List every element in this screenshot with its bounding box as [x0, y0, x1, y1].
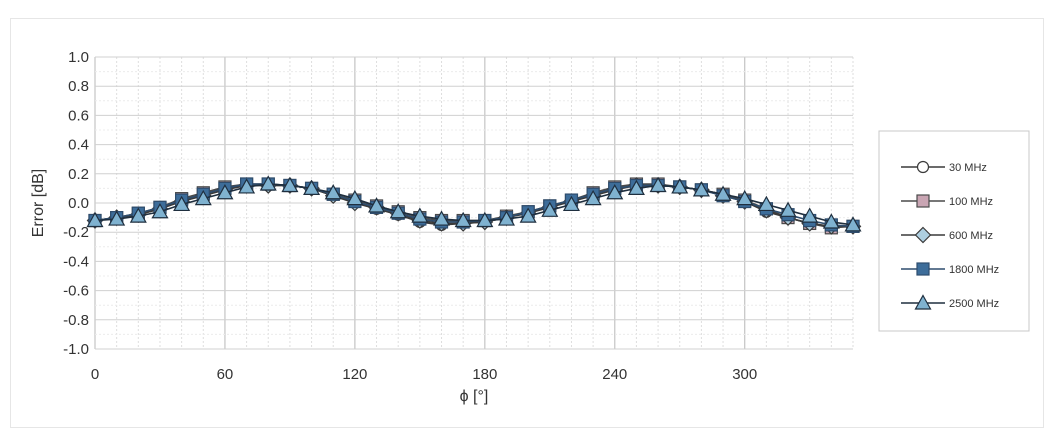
legend-label-100-mhz: 100 MHz [949, 196, 993, 208]
data-point-2500-mhz [736, 189, 754, 206]
y-tick-label: -0.8 [63, 312, 89, 329]
data-point-2500-mhz [259, 175, 277, 191]
series-2500-mhz [86, 175, 862, 232]
data-point-2500-mhz [649, 176, 667, 193]
data-point-2500-mhz [368, 197, 386, 213]
legend-label-2500-mhz: 2500 MHz [949, 298, 999, 310]
legend-label-600-mhz: 600 MHz [949, 230, 993, 242]
data-point-2500-mhz [519, 207, 537, 223]
data-point-2500-mhz [432, 210, 451, 226]
data-point-2500-mhz [346, 189, 364, 206]
data-point-2500-mhz [129, 207, 147, 223]
chart-frame: 1.0 0.8 0.6 0.4 0.2 0.0 -0.2 -0.4 -0.6 -0.8 -1.0 0 6… [10, 18, 1044, 428]
data-point-2500-mhz [822, 213, 840, 229]
y-tick-label: 0.6 [68, 107, 89, 124]
y-tick-label: 0.4 [68, 137, 89, 154]
axes: 1.0 0.8 0.6 0.4 0.2 0.0 -0.2 -0.4 -0.6 -0.8 -1.00 6… [30, 49, 757, 405]
data-point-2500-mhz [411, 207, 429, 223]
data-point-2500-mhz [281, 176, 299, 193]
x-tick-label: 0 [91, 366, 99, 383]
data-point-2500-mhz [714, 185, 732, 201]
data-point-2500-mhz [562, 195, 580, 212]
data-point-2500-mhz [801, 207, 819, 223]
legend: 30 MHz 100 MHz 600 MHz 1800 MHz 2500 MHz [878, 130, 1030, 332]
legend-item-30-mhz: 30 MHz [901, 160, 987, 174]
y-tick-label: 0.8 [68, 78, 89, 95]
y-tick-label: -0.2 [63, 224, 89, 241]
y-tick-label: -1.0 [63, 341, 89, 358]
x-tick-label: 240 [602, 366, 627, 383]
plot-area [86, 175, 862, 235]
data-point-2500-mhz [692, 181, 710, 197]
y-tick-label: -0.6 [63, 283, 89, 300]
data-point-2500-mhz [108, 210, 126, 226]
x-axis-title: ϕ [°] [460, 388, 489, 405]
data-point-2500-mhz [86, 211, 104, 228]
data-point-2500-mhz [627, 179, 645, 195]
grid [94, 56, 854, 350]
line-chart: 1.0 0.8 0.6 0.4 0.2 0.0 -0.2 -0.4 -0.6 -0.8 -1.00 6… [30, 49, 1030, 405]
data-point-2500-mhz [194, 189, 212, 206]
legend-box [878, 130, 1030, 332]
legend-label-1800-mhz: 1800 MHz [949, 264, 999, 276]
y-tick-label: -0.4 [63, 253, 89, 270]
data-point-2500-mhz [389, 203, 407, 219]
legend-marker-30-mhz [916, 160, 930, 174]
y-tick-label: 0.2 [68, 166, 89, 183]
legend-marker-1800-mhz [916, 262, 930, 276]
legend-marker-600-mhz [914, 226, 932, 244]
data-point-2500-mhz [606, 184, 624, 200]
data-point-2500-mhz [173, 195, 191, 212]
x-tick-label: 60 [217, 366, 234, 383]
data-point-2500-mhz [238, 178, 256, 194]
legend-item-1800-mhz: 1800 MHz [901, 262, 999, 276]
data-point-2500-mhz [497, 210, 516, 226]
data-point-2500-mhz [844, 216, 862, 232]
data-point-2500-mhz [216, 184, 234, 200]
x-tick-label: 180 [472, 366, 497, 383]
data-point-2500-mhz [757, 195, 775, 212]
data-point-2500-mhz [151, 203, 169, 219]
legend-label-30-mhz: 30 MHz [949, 162, 987, 174]
data-point-2500-mhz [671, 178, 689, 194]
legend-item-100-mhz: 100 MHz [901, 194, 993, 208]
legend-marker-2500-mhz [914, 294, 932, 310]
y-tick-label: 0.0 [68, 195, 89, 212]
x-tick-label: 120 [342, 366, 367, 383]
data-point-2500-mhz [303, 179, 321, 195]
data-point-2500-mhz [779, 201, 797, 217]
legend-item-600-mhz: 600 MHz [901, 226, 993, 244]
data-point-2500-mhz [584, 189, 602, 206]
legend-marker-100-mhz [916, 194, 930, 208]
y-axis-title: Error [dB] [30, 169, 47, 237]
data-point-2500-mhz [324, 184, 342, 200]
data-point-2500-mhz [476, 211, 494, 228]
x-tick-label: 300 [732, 366, 757, 383]
y-tick-label: 1.0 [68, 49, 89, 66]
legend-item-2500-mhz: 2500 MHz [901, 294, 999, 310]
data-point-2500-mhz [541, 201, 559, 217]
data-point-2500-mhz [454, 211, 472, 228]
